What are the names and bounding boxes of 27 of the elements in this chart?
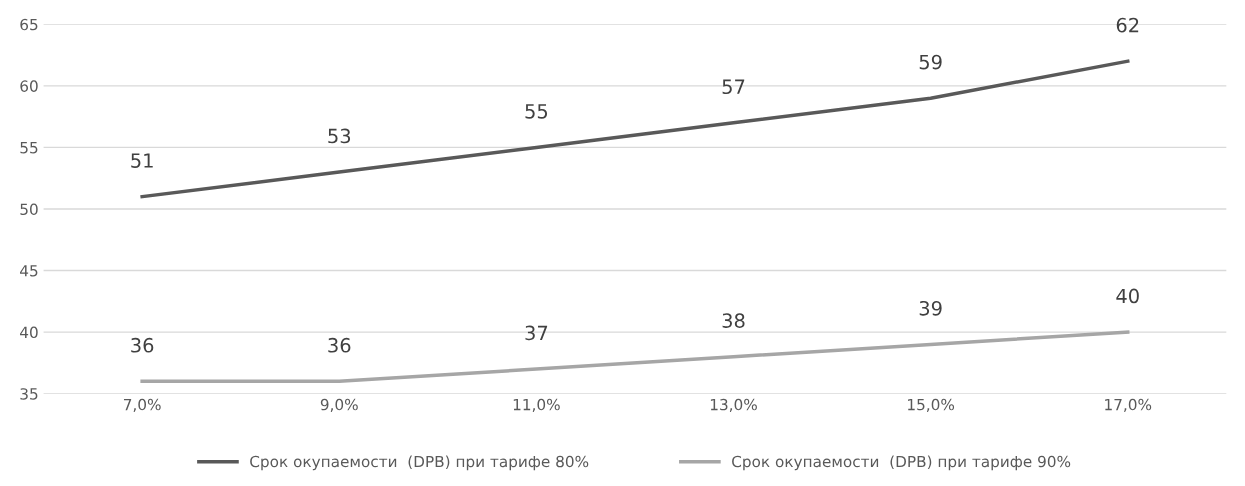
x-tick-label: 15,0% xyxy=(908,398,955,412)
y-tick-label: 60 xyxy=(20,80,38,92)
x-tick-label: 17,0% xyxy=(1105,398,1152,412)
data-label: 55 xyxy=(525,104,548,119)
data-label: 37 xyxy=(525,325,548,341)
y-tick-label: 55 xyxy=(20,142,38,154)
x-tick-label: 11,0% xyxy=(513,398,560,412)
data-label: 57 xyxy=(722,79,745,95)
y-tick-label: 35 xyxy=(20,388,38,400)
legend-label: Срок окупаемости (DPB) при тарифе 90% xyxy=(732,455,1071,471)
data-label: 39 xyxy=(919,300,942,316)
y-tick-label: 50 xyxy=(20,203,38,215)
data-label: 40 xyxy=(1116,288,1139,304)
data-label: 38 xyxy=(722,313,745,328)
data-label: 51 xyxy=(131,153,153,168)
legend-label: Срок окупаемости (DPB) при тарифе 80% xyxy=(250,455,589,471)
y-tick-label: 65 xyxy=(20,18,38,31)
data-label: 36 xyxy=(131,337,154,353)
x-tick-label: 9,0% xyxy=(320,398,358,412)
data-label: 62 xyxy=(1116,17,1139,33)
y-tick-label: 40 xyxy=(20,326,38,339)
data-label: 53 xyxy=(328,128,351,144)
x-tick-label: 7,0% xyxy=(123,398,161,412)
data-label: 36 xyxy=(328,337,351,353)
x-tick-label: 13,0% xyxy=(710,398,757,412)
y-tick-label: 45 xyxy=(20,265,38,277)
data-label: 59 xyxy=(919,54,942,70)
